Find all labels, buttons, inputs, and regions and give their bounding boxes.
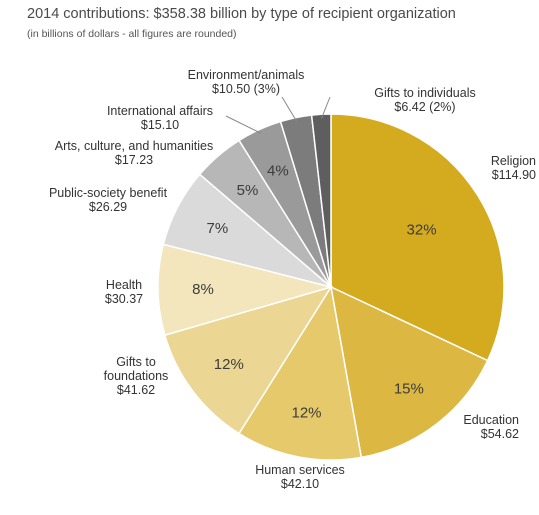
slice-percent-label: 32% — [407, 222, 437, 239]
category-value: $114.90 — [492, 168, 536, 182]
slice-category-label: Gifts to individuals $6.42 (2%) — [374, 86, 475, 114]
slice-percent-label: 4% — [267, 163, 289, 180]
slice-category-label: Education $54.62 — [463, 413, 519, 441]
slice-category-label: Public-society benefit $26.29 — [49, 186, 168, 214]
slice-percent-label: 12% — [214, 356, 244, 373]
category-name: Environment/animals — [188, 68, 305, 82]
leader-line — [281, 96, 298, 122]
category-name: Religion — [491, 154, 536, 168]
category-value: $42.10 — [281, 477, 319, 491]
leader-line — [225, 115, 262, 134]
category-name: Education — [463, 413, 519, 427]
category-labels: Religion $114.90 Education $54.62 Human serv… — [49, 68, 536, 491]
chart-subtitle: (in billions of dollars - all figures ar… — [27, 28, 237, 40]
category-name: foundations — [104, 369, 169, 383]
category-name: Public-society benefit — [49, 186, 168, 200]
pie-slice-9 — [310, 113, 332, 288]
slice-percent-label: 7% — [207, 220, 229, 237]
category-value: $15.10 — [141, 118, 179, 132]
category-name: Arts, culture, and humanities — [55, 139, 213, 153]
pie-slices — [157, 113, 505, 461]
chart-title: 2014 contributions: $358.38 billion by t… — [27, 6, 456, 22]
pie-slice-2 — [237, 284, 363, 461]
slice-percent-label: 15% — [394, 381, 424, 398]
slice-percent-label: 5% — [237, 182, 259, 199]
category-value: $6.42 (2%) — [394, 100, 455, 114]
slice-category-label: Arts, culture, and humanities $17.23 — [55, 139, 213, 167]
leader-line — [321, 96, 331, 119]
pie-slice-4 — [157, 243, 334, 337]
category-value: $54.62 — [481, 427, 519, 441]
category-value: $26.29 — [89, 200, 127, 214]
category-value: $41.62 — [117, 383, 155, 397]
category-name: International affairs — [107, 104, 213, 118]
category-name: Human services — [255, 463, 345, 477]
slice-category-label: Human services $42.10 — [255, 463, 345, 491]
slice-percent-label: 12% — [292, 405, 322, 422]
category-value: $30.37 — [105, 292, 143, 306]
category-name: Health — [106, 278, 142, 292]
leader-lines — [225, 96, 331, 134]
category-name: Gifts to — [116, 355, 156, 369]
slice-category-label: Health $30.37 — [105, 278, 143, 306]
slice-category-label: Environment/animals $10.50 (3%) — [188, 68, 305, 96]
category-value: $17.23 — [115, 153, 153, 167]
slice-percent-label: 8% — [192, 281, 214, 298]
pie-slice-0 — [330, 113, 505, 362]
category-value: $10.50 (3%) — [212, 82, 280, 96]
pie-slice-1 — [330, 285, 489, 459]
category-name: Gifts to individuals — [374, 86, 475, 100]
slice-category-label: Religion $114.90 — [491, 154, 536, 182]
percent-labels: 32% 15% 12% 12% 8% 7% 5% 4% — [192, 163, 436, 422]
slice-category-label: International affairs $15.10 — [107, 104, 213, 132]
slice-category-label: Gifts to foundations $41.62 — [104, 355, 169, 397]
